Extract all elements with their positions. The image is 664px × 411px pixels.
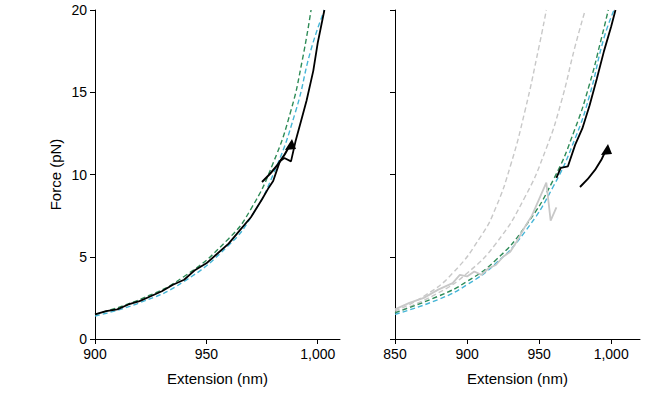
svg-text:950: 950 [195, 346, 219, 362]
svg-text:10: 10 [71, 167, 87, 183]
svg-text:900: 900 [83, 346, 107, 362]
svg-text:20: 20 [71, 2, 87, 18]
svg-text:5: 5 [79, 249, 87, 265]
svg-text:900: 900 [455, 346, 479, 362]
svg-text:0: 0 [79, 331, 87, 347]
svg-text:950: 950 [527, 346, 551, 362]
svg-text:850: 850 [383, 346, 407, 362]
svg-text:1,000: 1,000 [300, 346, 335, 362]
svg-text:1,000: 1,000 [594, 346, 629, 362]
svg-text:15: 15 [71, 84, 87, 100]
svg-text:Force (pN): Force (pN) [47, 139, 64, 211]
svg-text:Extension (nm): Extension (nm) [467, 370, 568, 387]
svg-text:Extension (nm): Extension (nm) [167, 370, 268, 387]
